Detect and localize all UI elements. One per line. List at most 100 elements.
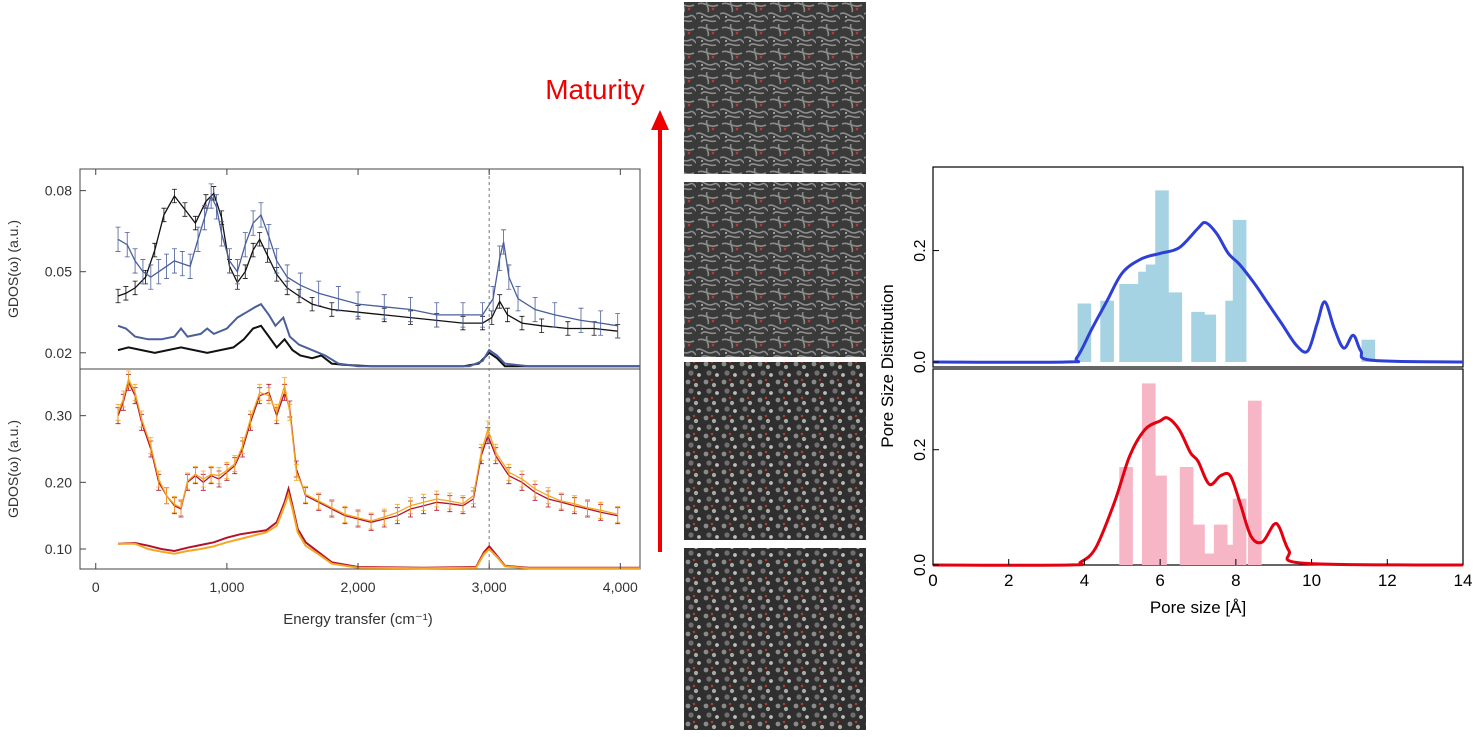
gdos-top-black_exp-errorbar-5 [161, 207, 167, 223]
gdos-top-blue_exp-errorbar-17 [242, 232, 248, 258]
gdos-bottom-y-tick-label-1: 0.20 [45, 474, 72, 490]
gdos-top-black_exp-errorbar-32 [519, 315, 525, 331]
pore-x-tick-label-5: 10 [1302, 571, 1321, 590]
gdos-top-series-black_calc [117, 324, 640, 368]
gdos-bottom-orange_exp-errorbar-1 [120, 390, 126, 408]
gdos-top-blue_exp-errorbar-15 [227, 248, 233, 274]
snapshot-1 [684, 2, 866, 174]
gdos-top-blue_exp-errorbar-14 [219, 221, 225, 247]
gdos-bottom-series-red_exp [117, 380, 618, 523]
snapshot-4 [684, 548, 866, 730]
gdos-top-blue_exp-errorbar-22 [284, 264, 290, 290]
gdos-top-black_exp-errorbar-31 [505, 307, 511, 323]
gdos-bottom-orange_exp-errorbar-11 [192, 465, 198, 483]
gdos-bottom-orange_exp-errorbar-25 [303, 485, 309, 503]
gdos-bottom-orange_exp-errorbar-0 [115, 403, 121, 421]
gdos-x-tick-label-3: 3,000 [472, 579, 507, 595]
pore-bottom-bar-6 [1213, 524, 1228, 565]
gdos-top-black_exp-errorbar-33 [539, 318, 545, 333]
gdos-top-blue_exp-errorbar-32 [490, 286, 496, 312]
gdos-top-blue_exp-errorbar-23 [297, 272, 303, 298]
gdos-top-blue_exp-errorbar-6 [164, 253, 170, 279]
pore-bottom-bar-3 [1179, 467, 1194, 565]
gdos-bottom-orange_exp-errorbar-17 [240, 437, 246, 455]
pore-bottom-bar-4 [1191, 524, 1205, 565]
molecular-snapshots [684, 2, 866, 730]
gdos-top-blue_exp-errorbar-13 [213, 194, 219, 220]
gdos-bottom-orange_exp-errorbar-5 [148, 437, 154, 455]
gdos-top-black_exp-errorbar-8 [192, 215, 198, 231]
gdos-top-blue_exp-errorbar-2 [132, 248, 138, 274]
pore-plot-group: 0.0 0.2 0.0 0.2 0 2 4 6 8 10 12 14 Pore Size Dist… [878, 166, 1472, 617]
gdos-bottom-orange_exp-errorbar-23 [287, 403, 293, 421]
gdos-bottom-orange_exp-errorbar-37 [460, 495, 466, 513]
gdos-x-tick-label-2: 2,000 [341, 579, 376, 595]
pore-bottom-density-line [932, 416, 1464, 567]
gdos-top-blue_exp-errorbar-12 [208, 183, 214, 209]
gdos-bottom-orange_exp-errorbar-29 [355, 509, 361, 527]
gdos-top-black_exp-errorbar-4 [152, 242, 158, 258]
gdos-top-series-blue_exp [117, 194, 618, 327]
gdos-top-black_exp-errorbar-2 [132, 280, 138, 296]
gdos-top-blue_exp-errorbar-20 [266, 224, 272, 250]
pore-top-bar-12 [1361, 339, 1376, 362]
pore-bottom-y-tick-label-1: 0.2 [912, 438, 929, 460]
gdos-top-y-tick-label-0: 0.02 [45, 345, 72, 361]
gdos-top-black_exp-errorbar-1 [123, 286, 129, 301]
gdos-x-tick-label-1: 1,000 [209, 579, 244, 595]
gdos-bottom-orange_exp-errorbar-18 [247, 410, 253, 428]
pore-top-bar-9 [1202, 314, 1217, 362]
pore-top-plot: 0.0 0.2 [912, 190, 1464, 373]
gdos-bottom-orange_exp-errorbar-47 [571, 495, 577, 513]
gdos-top-blue_exp-errorbar-0 [115, 226, 121, 252]
gdos-bottom-orange_exp-errorbar-7 [164, 487, 170, 505]
gdos-bottom-series-orange_exp [117, 377, 618, 522]
pore-top-bar-11 [1232, 219, 1247, 362]
pore-top-bar-8 [1191, 311, 1205, 362]
gdos-top-y-tick-label-1: 0.05 [45, 264, 72, 280]
gdos-top-black_exp-errorbar-21 [309, 296, 315, 312]
gdos-x-axis-title: Energy transfer (cm⁻¹) [283, 611, 433, 628]
gdos-top-blue_exp-errorbar-18 [250, 210, 256, 236]
gdos-bottom-plot: 0.10 0.20 0.30 [45, 370, 640, 570]
gdos-top-blue_exp-errorbar-33 [497, 245, 503, 271]
gdos-bottom-orange_exp-errorbar-21 [274, 403, 280, 421]
pore-x-tick-label-3: 6 [1155, 571, 1164, 590]
gdos-bottom-orange_exp-errorbar-35 [434, 490, 440, 508]
pore-x-tick-label-1: 2 [1004, 571, 1013, 590]
gdos-bottom-y-axis-title: GDOS(ω) (a.u.) [5, 420, 21, 518]
gdos-top-blue_exp-errorbar-1 [124, 232, 130, 258]
gdos-bottom-series-orange_calc [118, 490, 640, 570]
gdos-top-y-axis-title: GDOS(ω) (a.u.) [5, 220, 21, 318]
gdos-bottom-orange_exp-errorbar-45 [545, 487, 551, 505]
gdos-bottom-orange_exp-errorbar-20 [266, 387, 272, 405]
gdos-bottom-series-red_calc [117, 485, 640, 569]
gdos-bottom-orange_exp-errorbar-16 [232, 455, 238, 473]
gdos-top-black_exp-errorbar-22 [329, 302, 335, 317]
maturity-indicator: Maturity [545, 74, 669, 552]
gdos-top-blue_exp-errorbar-11 [202, 205, 208, 231]
pore-bottom-y-tick-label-0: 0.0 [912, 554, 929, 576]
gdos-top-blue_exp-errorbar-24 [316, 280, 322, 306]
pore-bottom-plot: 0.0 0.2 [912, 383, 1464, 576]
gdos-x-tick-label-4: 4,000 [603, 579, 638, 595]
snapshot-2 [684, 182, 866, 357]
gdos-top-black_exp-errorbar-20 [296, 288, 302, 304]
gdos-top-blue_exp-errorbar-21 [274, 248, 280, 274]
maturity-label: Maturity [545, 74, 645, 105]
gdos-top-blue_exp-errorbar-35 [506, 264, 512, 290]
gdos-bottom-orange_exp-errorbar-26 [316, 492, 322, 510]
pore-x-tick-label-4: 8 [1231, 571, 1240, 590]
pore-top-y-tick-label-1: 0.2 [912, 239, 929, 261]
gdos-top-black_exp-errorbar-30 [497, 294, 503, 309]
gdos-top-blue_exp-errorbar-34 [501, 229, 507, 255]
gdos-bottom-orange_exp-errorbar-46 [558, 492, 564, 510]
gdos-bottom-orange_exp-errorbar-48 [585, 499, 591, 517]
gdos-top-black_exp-errorbar-16 [257, 232, 263, 247]
gdos-bottom-frame [79, 368, 641, 570]
gdos-bottom-orange_exp-errorbar-24 [293, 463, 299, 481]
gdos-bottom-orange_exp-errorbar-6 [156, 470, 162, 488]
gdos-bottom-orange_exp-errorbar-30 [368, 512, 374, 530]
gdos-bottom-orange_exp-errorbar-31 [381, 508, 387, 526]
snapshot-3 [684, 362, 866, 540]
